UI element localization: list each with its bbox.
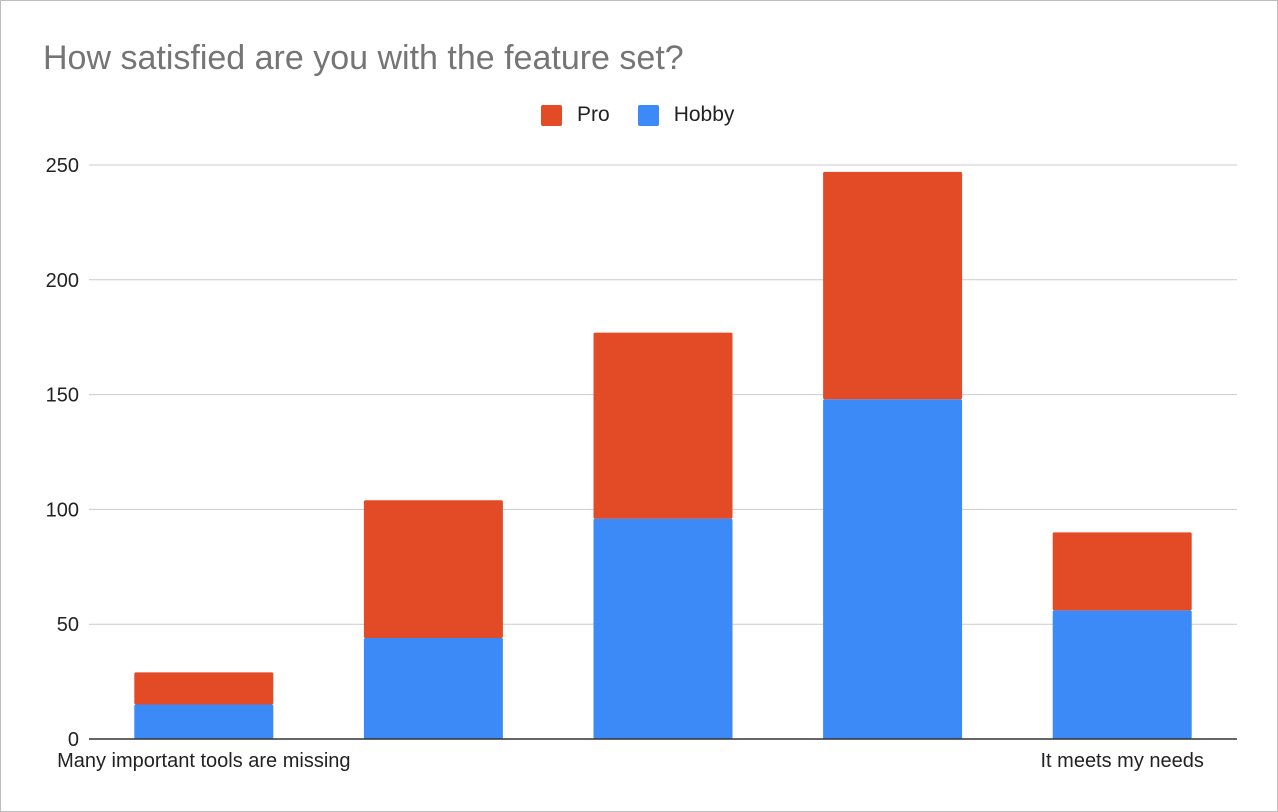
y-tick-label-50: 50: [57, 614, 79, 636]
y-tick-label-250: 250: [46, 155, 79, 177]
legend-item-pro: Pro: [541, 103, 610, 127]
bar-hobby-0: [134, 704, 274, 739]
y-tick-label-0: 0: [68, 729, 79, 751]
bar-pro-4: [1052, 532, 1192, 611]
bar-hobby-4: [1052, 610, 1192, 739]
bar-pro-1: [363, 500, 503, 638]
bar-hobby-2: [593, 518, 733, 739]
y-tick-label-100: 100: [46, 499, 79, 521]
legend-label-pro: Pro: [577, 103, 610, 126]
bar-pro-3: [823, 171, 963, 400]
y-tick-label-150: 150: [46, 385, 79, 407]
chart-title: How satisfied are you with the feature s…: [43, 39, 684, 77]
legend-swatch-hobby: [637, 104, 659, 126]
bar-pro-0: [134, 672, 274, 705]
bar-hobby-1: [363, 637, 503, 739]
legend-swatch-pro: [541, 104, 562, 126]
bar-pro-2: [593, 332, 733, 519]
bar-hobby-3: [823, 399, 963, 739]
legend-label-hobby: Hobby: [673, 103, 735, 126]
y-tick-label-200: 200: [46, 270, 79, 292]
legend-item-hobby: Hobby: [637, 103, 735, 127]
x-tick-label-4: It meets my needs: [1040, 750, 1203, 772]
x-tick-label-0: Many important tools are missing: [57, 750, 350, 772]
legend: Pro Hobby: [541, 103, 762, 127]
